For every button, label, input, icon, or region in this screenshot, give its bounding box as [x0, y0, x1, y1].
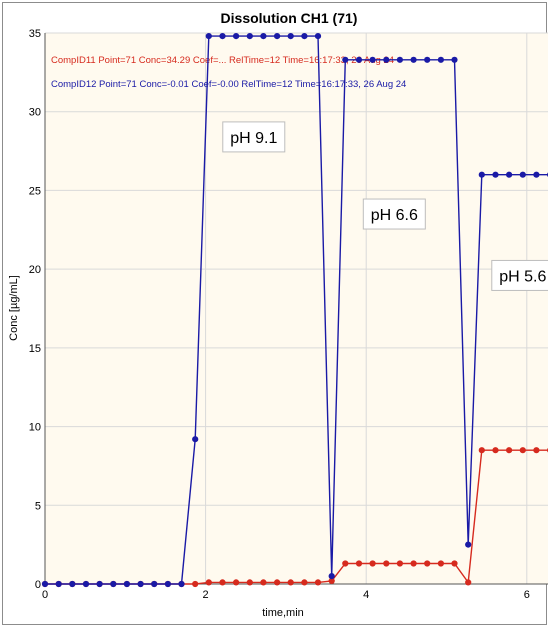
data-point	[233, 33, 240, 40]
ph-label: pH 9.1	[222, 121, 286, 153]
data-point	[410, 560, 417, 567]
data-point	[424, 560, 431, 567]
data-point	[396, 56, 403, 63]
ph-label-box	[491, 259, 551, 291]
data-point	[123, 580, 130, 588]
data-point	[192, 580, 199, 588]
y-tick-label: 35	[29, 28, 41, 40]
data-point	[110, 580, 117, 588]
legend: CompID11 Point=71 Conc=34.29 Coef=... Re…	[51, 55, 406, 90]
data-point	[437, 56, 444, 63]
data-point	[260, 579, 267, 586]
data-point	[519, 171, 526, 178]
ph-label-text: pH 5.6	[499, 268, 546, 285]
data-point	[233, 579, 240, 586]
dissolution-chart: Dissolution CH1 (71) 0246810120510152025…	[8, 10, 551, 619]
data-point	[301, 579, 308, 586]
data-point	[437, 560, 444, 567]
data-point	[137, 580, 144, 588]
data-point	[355, 560, 363, 567]
data-point	[205, 33, 212, 40]
data-point	[451, 56, 458, 63]
ph-label: pH 6.6	[362, 198, 426, 230]
legend-entry: CompID12 Point=71 Conc=-0.01 Coef=-0.00 …	[51, 79, 406, 90]
data-point	[314, 579, 322, 586]
data-point	[492, 171, 499, 178]
data-point	[328, 577, 335, 585]
annotation-group: pH 9.1pH 6.6pH 5.6pH 5.1pH 4.6pH 1.1	[222, 121, 551, 291]
data-point	[260, 33, 267, 40]
data-point	[246, 33, 253, 40]
data-point	[506, 447, 513, 454]
data-point	[246, 579, 253, 586]
y-axis-label: Conc [µg/mL]	[8, 275, 20, 341]
y-tick-label: 30	[29, 107, 41, 119]
x-tick-label: 6	[524, 589, 530, 601]
data-point	[192, 436, 199, 443]
data-point	[178, 580, 185, 588]
data-point	[287, 579, 294, 586]
data-point	[383, 56, 390, 63]
data-point	[383, 560, 390, 567]
data-point	[41, 580, 49, 588]
y-tick-label: 0	[35, 579, 41, 591]
data-point	[274, 579, 281, 586]
y-tick-label: 5	[35, 500, 41, 512]
plot-area	[45, 33, 551, 584]
data-point	[151, 580, 158, 588]
y-tick-label: 25	[29, 185, 41, 197]
data-point	[69, 580, 76, 588]
data-point	[314, 33, 322, 40]
ph-label-text: pH 6.6	[371, 207, 418, 224]
y-tick-label: 15	[29, 343, 41, 355]
data-point	[506, 171, 513, 178]
data-point	[82, 580, 90, 588]
data-point	[396, 560, 403, 567]
x-tick-label: 2	[203, 589, 209, 601]
ph-label: pH 5.6	[491, 259, 551, 291]
data-point	[205, 579, 212, 586]
data-point	[219, 579, 226, 586]
ph-label-text: pH 9.1	[230, 130, 277, 147]
x-tick-label: 4	[363, 589, 369, 601]
data-point	[478, 447, 485, 454]
data-point	[451, 560, 458, 567]
data-point	[342, 560, 349, 567]
data-point	[478, 171, 485, 178]
data-point	[492, 447, 499, 454]
data-point	[410, 56, 417, 63]
x-axis-label: time,min	[262, 607, 304, 619]
ph-label-box	[362, 198, 426, 230]
series-group	[41, 33, 551, 588]
data-point	[55, 580, 62, 588]
data-point	[369, 56, 376, 63]
data-point	[465, 579, 472, 586]
data-point	[519, 447, 526, 454]
y-tick-label: 10	[29, 422, 41, 434]
data-point	[274, 33, 281, 40]
data-point	[219, 33, 226, 40]
data-point	[465, 541, 472, 548]
data-point	[369, 560, 376, 567]
y-tick-label: 20	[29, 264, 41, 276]
data-point	[355, 56, 363, 63]
data-point	[342, 56, 349, 63]
data-point	[533, 171, 540, 178]
x-tick-label: 0	[42, 589, 48, 601]
data-point	[96, 580, 103, 588]
legend-entry: CompID11 Point=71 Conc=34.29 Coef=... Re…	[51, 55, 394, 66]
ph-label-box	[222, 121, 286, 153]
chart-title: Dissolution CH1 (71)	[221, 10, 358, 26]
data-point	[328, 573, 335, 580]
data-point	[287, 33, 294, 40]
data-point	[301, 33, 308, 40]
data-point	[533, 447, 540, 454]
data-point	[424, 56, 431, 63]
data-point	[164, 580, 171, 588]
